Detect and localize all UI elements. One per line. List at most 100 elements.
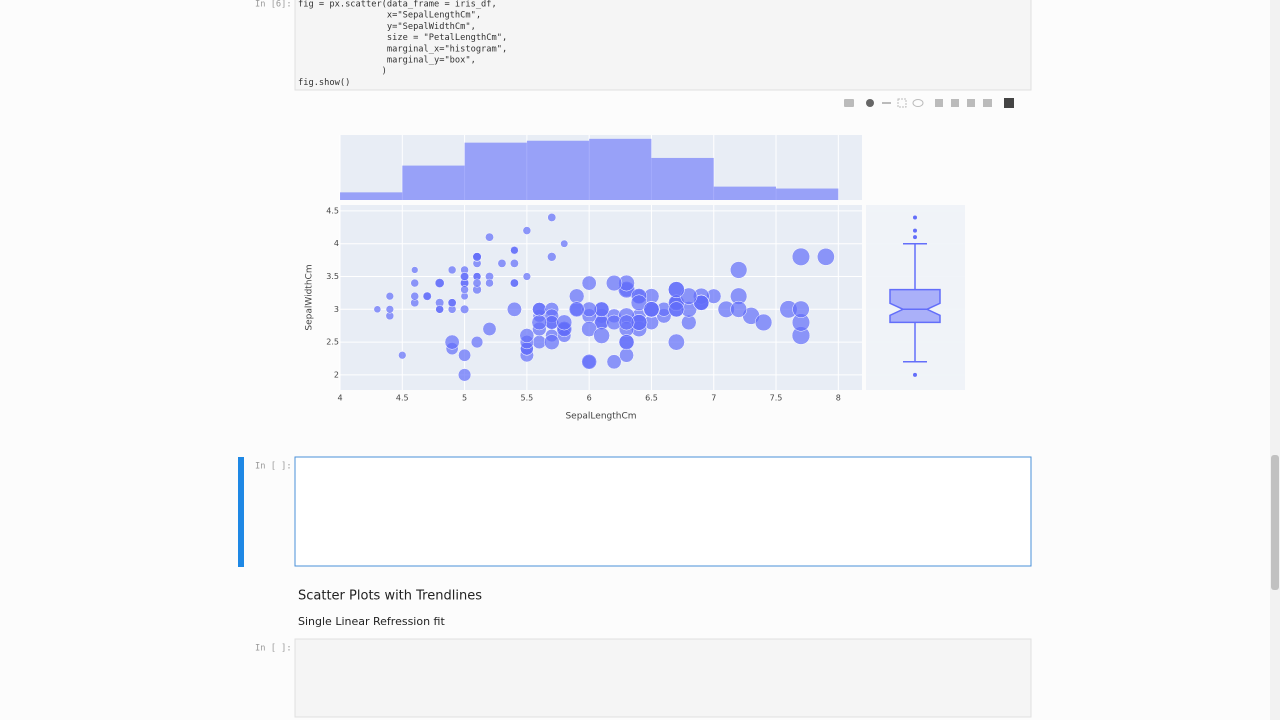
point [643,301,660,318]
point [398,351,407,360]
x-tick-label: 4.5 [396,394,409,403]
histogram-bar [526,140,590,200]
point [547,252,557,262]
point [568,301,585,318]
scrollbar [1270,0,1280,720]
point [485,232,494,242]
box [889,288,941,324]
point [482,322,497,336]
y-tick-label: 3 [334,305,339,314]
histogram-bar [340,192,403,200]
outlier [913,372,917,377]
point [447,298,457,308]
prompt: In [ ]: [255,644,292,654]
icon[interactable] [967,99,975,107]
point [472,252,482,262]
code-cell[interactable] [294,638,1032,718]
code-line: x="SepalLengthCm", [298,11,481,21]
point [410,278,420,288]
point [556,314,573,331]
point [619,347,634,363]
point [668,281,685,298]
histogram-bar [713,186,777,200]
icon[interactable] [983,99,992,107]
point [817,247,835,266]
point [730,261,748,279]
point [458,348,472,362]
point [522,272,532,281]
y-tick-label: 4 [334,239,339,248]
code-line: y="SepalWidthCm", [298,22,476,32]
y-tick-label: 3.5 [326,272,339,281]
scrollbar-thumb[interactable] [1271,455,1279,590]
heading: Scatter Plots with Trendlines [298,589,482,604]
point [547,213,557,222]
cell-selection-bar [238,457,244,567]
icon[interactable] [912,99,924,107]
point [668,301,685,318]
point [581,353,598,370]
point [532,302,547,317]
point [593,327,610,344]
point [385,292,394,301]
icon[interactable] [935,99,943,107]
point [460,285,469,294]
y-tick-label: 2.5 [326,338,339,347]
icon[interactable] [951,99,959,107]
code-line: marginal_y="box", [298,56,476,66]
point [605,274,623,292]
point [422,291,432,301]
histogram-bar [464,142,527,200]
icon[interactable] [882,102,891,104]
outlier [913,235,917,240]
code-line: marginal_x="histogram", [298,44,507,54]
point [470,335,484,349]
code-line: ) [298,67,387,77]
icon[interactable] [897,98,907,108]
point [411,266,419,274]
histogram-bar [651,157,714,200]
x-tick-label: 4 [337,394,342,403]
x-tick-label: 6.5 [645,394,658,403]
point [522,226,532,235]
point [497,258,507,268]
icon[interactable] [866,99,874,107]
point [667,333,685,351]
point [385,305,394,314]
point [519,328,535,343]
point [510,278,519,288]
icon[interactable] [844,99,854,107]
code-line: fig = px.scatter(data_frame = iris_df, [298,0,497,10]
code-lines: fig = px.scatter(data_frame = iris_df, x… [298,0,507,88]
point [618,314,635,331]
point [373,305,382,314]
x-tick-label: 6 [587,394,592,403]
code-cell[interactable] [294,0,1032,91]
y-axis-label: SepalWidthCm [305,264,315,330]
x-tick-label: 5 [462,394,467,403]
point [457,368,472,382]
point [460,271,470,282]
code-line: size = "PetalLengthCm", [298,33,507,43]
x-tick-label: 8 [836,394,841,403]
point [531,314,548,331]
y-tick-label: 2 [334,370,339,379]
point [510,246,519,255]
histogram-bar [402,165,465,200]
point [543,334,560,350]
prompt: In [ ]: [255,462,292,472]
modebar [844,98,1014,108]
point [506,301,522,317]
point [510,258,519,268]
point [472,278,482,288]
code-cell[interactable] [294,456,1032,567]
prompt: In [6]: [255,0,292,10]
point [434,278,445,289]
x-tick-label: 5.5 [521,394,534,403]
icon[interactable] [1004,98,1014,108]
histogram-bar [589,138,652,200]
code-line: fig.show() [298,78,350,88]
point [581,275,597,291]
